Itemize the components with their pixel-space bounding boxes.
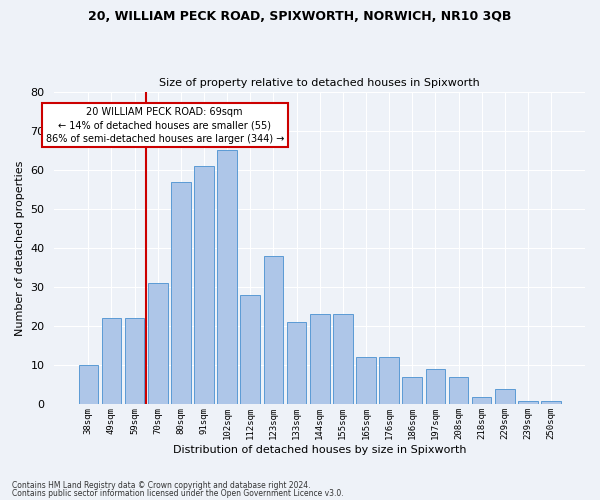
Text: 20 WILLIAM PECK ROAD: 69sqm
← 14% of detached houses are smaller (55)
86% of sem: 20 WILLIAM PECK ROAD: 69sqm ← 14% of det… [46, 107, 284, 144]
Bar [379, 358, 399, 405]
X-axis label: Distribution of detached houses by size in Spixworth: Distribution of detached houses by size … [173, 445, 466, 455]
Bar [194, 166, 214, 404]
Text: Contains HM Land Registry data © Crown copyright and database right 2024.: Contains HM Land Registry data © Crown c… [12, 481, 311, 490]
Bar [79, 366, 98, 405]
Bar [241, 295, 260, 405]
Bar [148, 283, 167, 405]
Bar [310, 314, 329, 404]
Bar [449, 377, 469, 404]
Bar [518, 400, 538, 404]
Bar [403, 377, 422, 404]
Bar [472, 396, 491, 404]
Y-axis label: Number of detached properties: Number of detached properties [15, 160, 25, 336]
Bar [425, 369, 445, 404]
Text: Contains public sector information licensed under the Open Government Licence v3: Contains public sector information licen… [12, 488, 344, 498]
Text: 20, WILLIAM PECK ROAD, SPIXWORTH, NORWICH, NR10 3QB: 20, WILLIAM PECK ROAD, SPIXWORTH, NORWIC… [88, 10, 512, 23]
Bar [171, 182, 191, 404]
Bar [495, 389, 515, 404]
Title: Size of property relative to detached houses in Spixworth: Size of property relative to detached ho… [160, 78, 480, 88]
Bar [356, 358, 376, 405]
Bar [263, 256, 283, 404]
Bar [125, 318, 145, 404]
Bar [333, 314, 353, 404]
Bar [217, 150, 237, 405]
Bar [541, 400, 561, 404]
Bar [287, 322, 307, 404]
Bar [101, 318, 121, 404]
